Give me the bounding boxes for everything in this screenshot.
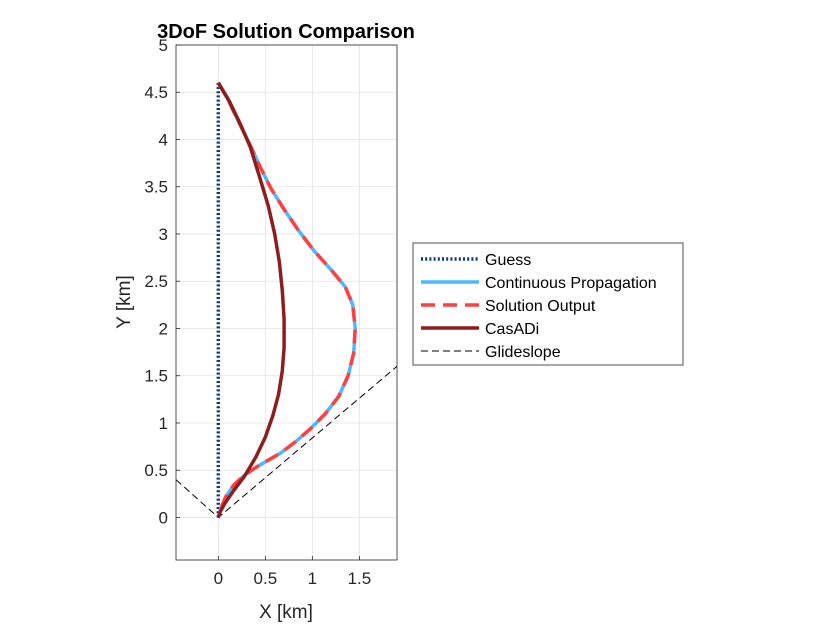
x-tick-label: 1 — [308, 569, 317, 588]
y-tick-label: 0 — [159, 508, 168, 527]
x-tick-label: 0 — [214, 569, 223, 588]
axes-frame — [175, 44, 398, 561]
y-tick-label: 0.5 — [144, 461, 168, 480]
legend-label: Solution Output — [485, 298, 596, 315]
y-tick-label: 1 — [159, 414, 168, 433]
axes-background — [176, 45, 397, 560]
legend-label: Continuous Propagation — [485, 275, 657, 292]
y-tick-label: 1.5 — [144, 367, 168, 386]
y-tick-label: 5 — [159, 36, 168, 55]
legend-label: Guess — [485, 252, 531, 269]
series-lines — [176, 81, 397, 519]
legend-box — [412, 242, 684, 366]
y-tick-label: 4 — [159, 130, 168, 149]
grid — [176, 44, 397, 560]
legend-label: CasADi — [485, 321, 539, 338]
legend-label: Glideslope — [485, 344, 561, 361]
legend: Guess Continuous Propagation Solution Outp… — [412, 242, 684, 366]
y-tick-label: 4.5 — [144, 83, 168, 102]
x-tick-label: 0.5 — [254, 569, 278, 588]
legend-items: Guess Continuous Propagation Solution Outp… — [421, 252, 657, 361]
x-tick-label: 1.5 — [348, 569, 372, 588]
y-tick-label: 3.5 — [144, 178, 168, 197]
x-axis-label: X [km] — [259, 602, 313, 623]
y-tick-label: 3 — [159, 225, 168, 244]
y-tick-label: 2 — [159, 319, 168, 338]
series-line-3 — [216, 81, 286, 519]
ticks: 0 0.5 1 1.5 0 0.5 1 1.5 2 2.5 3 3.5 4 4.5 5 — [144, 36, 371, 588]
chart-title: 3DoF Solution Comparison — [157, 21, 415, 43]
y-axis-label: Y [km] — [114, 275, 135, 329]
y-tick-label: 2.5 — [144, 272, 168, 291]
